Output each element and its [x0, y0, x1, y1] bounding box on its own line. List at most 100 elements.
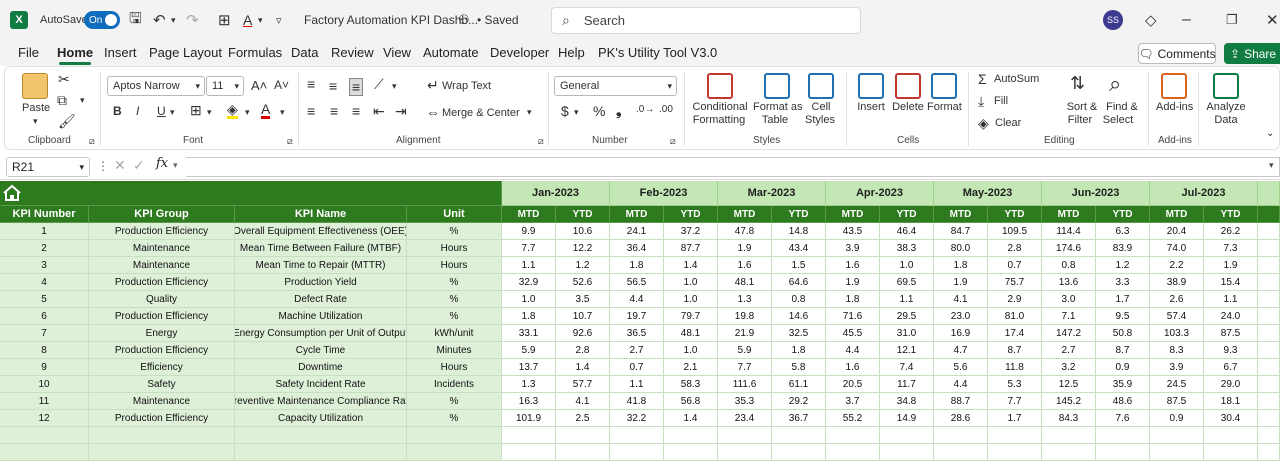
ytd-header[interactable]: YTD	[772, 206, 826, 223]
ytd-header[interactable]: YTD	[988, 206, 1042, 223]
autosum-label[interactable]: AutoSum	[994, 73, 1040, 85]
table-cell-value[interactable]: 16.3	[502, 393, 556, 410]
table-cell-value[interactable]: 45.5	[826, 325, 880, 342]
tab-formulas[interactable]: Formulas	[228, 45, 283, 60]
table-cell-empty[interactable]	[407, 427, 502, 444]
table-cell-value[interactable]: 48.1	[718, 274, 772, 291]
table-cell-name[interactable]: Machine Utilization	[235, 308, 407, 325]
table-cell-value[interactable]: 34.8	[880, 393, 934, 410]
table-cell-num[interactable]: 4	[0, 274, 89, 291]
decrease-indent-icon[interactable]: ⇤	[373, 103, 385, 119]
mtd-header[interactable]: MTD	[1150, 206, 1204, 223]
table-cell-empty[interactable]	[988, 444, 1042, 461]
table-cell-value[interactable]: 9.3	[1204, 342, 1258, 359]
table-cell-value[interactable]: 1.7	[988, 410, 1042, 427]
orientation-dropdown-icon[interactable]: ▾	[392, 81, 397, 91]
table-cell-value[interactable]: 71.6	[826, 308, 880, 325]
table-cell-value[interactable]: 21.9	[718, 325, 772, 342]
table-cell-value[interactable]: 19.7	[610, 308, 664, 325]
table-cell-value[interactable]: 1.6	[826, 359, 880, 376]
fill-label[interactable]: Fill	[994, 95, 1009, 107]
cell-styles-label-1[interactable]: Cell	[811, 101, 831, 113]
table-cell-unit[interactable]: %	[407, 410, 502, 427]
table-cell-value[interactable]: 10.7	[556, 308, 610, 325]
table-cell-value[interactable]: 7.6	[1096, 410, 1150, 427]
table-cell-value[interactable]: 92.6	[556, 325, 610, 342]
font-color-dropdown-icon[interactable]: ▾	[258, 14, 263, 25]
tab-help[interactable]: Help	[558, 45, 585, 60]
mtd-header[interactable]: MTD	[826, 206, 880, 223]
table-cell-empty[interactable]	[89, 444, 235, 461]
table-cell-empty[interactable]	[934, 444, 988, 461]
column-header[interactable]: Unit	[407, 206, 502, 223]
table-cell-value[interactable]: 14.6	[772, 308, 826, 325]
table-cell-value[interactable]: 2.7	[1042, 342, 1096, 359]
table-cell-value[interactable]: 1.4	[556, 359, 610, 376]
table-cell-value[interactable]: 3.7	[826, 393, 880, 410]
tab-review[interactable]: Review	[331, 45, 374, 60]
table-cell-group[interactable]: Efficiency	[89, 359, 235, 376]
table-cell-value[interactable]: 1.9	[826, 274, 880, 291]
paste-label[interactable]: Paste	[22, 102, 51, 114]
comma-style-icon[interactable]: ❟	[616, 102, 622, 118]
ytd-header[interactable]: YTD	[664, 206, 718, 223]
table-cell-value[interactable]: 87.5	[1204, 325, 1258, 342]
home-icon[interactable]	[2, 184, 22, 202]
table-cell-value[interactable]: 0.9	[1096, 359, 1150, 376]
table-cell-value[interactable]: 5.6	[934, 359, 988, 376]
table-cell-value[interactable]: 2.2	[1150, 257, 1204, 274]
sort-filter-label-1[interactable]: Sort &	[1066, 101, 1098, 113]
underline-icon[interactable]: U	[157, 104, 166, 118]
font-color-icon[interactable]: A	[261, 101, 271, 119]
restore-icon[interactable]: ❐	[1226, 12, 1238, 27]
table-cell-value[interactable]: 1.0	[664, 291, 718, 308]
table-cell-value[interactable]: 4.4	[934, 376, 988, 393]
table-cell-value[interactable]: 3.9	[826, 240, 880, 257]
clipboard-launcher-icon[interactable]: ⧄	[89, 136, 95, 146]
align-bottom-icon[interactable]: ≡	[349, 78, 364, 96]
table-cell-value[interactable]: 4.7	[934, 342, 988, 359]
mtd-header[interactable]: MTD	[610, 206, 664, 223]
undo-icon[interactable]: ↶	[153, 12, 166, 29]
table-cell-value[interactable]: 174.6	[1042, 240, 1096, 257]
font-launcher-icon[interactable]: ⧄	[287, 136, 293, 146]
table-cell-value[interactable]: 36.7	[772, 410, 826, 427]
mtd-header[interactable]: MTD	[502, 206, 556, 223]
table-cell-empty[interactable]	[1258, 308, 1280, 325]
table-cell-num[interactable]: 11	[0, 393, 89, 410]
fill-icon[interactable]: ⤓	[978, 93, 985, 109]
search-box[interactable]: ⌕ Search	[551, 7, 861, 34]
table-cell-num[interactable]: 3	[0, 257, 89, 274]
sort-filter-icon[interactable]: ⇅	[1070, 73, 1086, 93]
table-cell-unit[interactable]: Hours	[407, 257, 502, 274]
find-select-label-1[interactable]: Find &	[1106, 101, 1138, 113]
table-cell-value[interactable]: 15.4	[1204, 274, 1258, 291]
conditional-formatting-icon[interactable]	[707, 73, 733, 99]
table-cell-value[interactable]: 3.9	[1150, 359, 1204, 376]
clear-label[interactable]: Clear	[995, 117, 1022, 129]
table-cell-empty[interactable]	[556, 444, 610, 461]
table-cell-value[interactable]: 1.3	[502, 376, 556, 393]
table-cell-value[interactable]: 74.0	[1150, 240, 1204, 257]
conditional-formatting-label-2[interactable]: Formatting	[692, 114, 746, 126]
table-cell-value[interactable]: 12.1	[880, 342, 934, 359]
table-cell-empty[interactable]	[1258, 274, 1280, 291]
table-cell-value[interactable]: 1.4	[664, 257, 718, 274]
table-cell-num[interactable]: 1	[0, 223, 89, 240]
cancel-icon[interactable]: ✕	[114, 157, 126, 173]
table-cell-empty[interactable]	[1258, 393, 1280, 410]
table-cell-value[interactable]: 1.8	[502, 308, 556, 325]
table-cell-value[interactable]: 48.6	[1096, 393, 1150, 410]
insert-cells-icon[interactable]	[858, 73, 884, 99]
table-cell-name[interactable]: Safety Incident Rate	[235, 376, 407, 393]
table-cell-value[interactable]: 1.1	[880, 291, 934, 308]
table-cell-value[interactable]: 109.5	[988, 223, 1042, 240]
table-cell-value[interactable]: 1.9	[1204, 257, 1258, 274]
table-cell-value[interactable]: 7.7	[718, 359, 772, 376]
wrap-text-label[interactable]: Wrap Text	[442, 80, 492, 92]
font-color-icon[interactable]: A	[243, 12, 253, 28]
addins-label[interactable]: Add-ins	[1156, 101, 1194, 113]
table-cell-value[interactable]: 83.9	[1096, 240, 1150, 257]
format-as-table-label-1[interactable]: Format as	[753, 101, 803, 113]
table-cell-value[interactable]: 3.2	[1042, 359, 1096, 376]
